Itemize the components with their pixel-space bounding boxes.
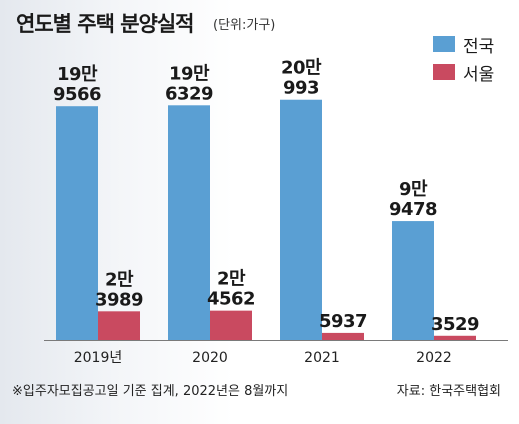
bar-national-1	[168, 105, 210, 340]
x-tick-label-2: 2021	[304, 350, 340, 366]
bar-seoul-3	[434, 335, 476, 340]
chart-title: 연도별 주택 분양실적	[16, 12, 195, 36]
bar-seoul-0	[98, 311, 140, 340]
legend-swatch-seoul	[433, 64, 455, 80]
legend: 전국 서울	[433, 30, 494, 86]
data-label-seoul-2-0: 5937	[319, 311, 367, 332]
bar-national-2	[280, 99, 322, 340]
x-tick-label-3: 2022	[416, 350, 452, 366]
data-label-national-1-1: 6329	[165, 83, 213, 104]
legend-item-national: 전국	[433, 30, 494, 58]
data-label-national-2-1: 993	[283, 78, 319, 99]
data-label-national-1-0: 19만	[169, 63, 210, 84]
unit-label: (단위:가구)	[213, 18, 276, 33]
x-tick-label-0: 2019년	[74, 350, 123, 366]
footnote: ※입주자모집공고일 기준 집계, 2022년은 8월까지	[12, 384, 289, 399]
bar-seoul-2	[322, 332, 364, 340]
data-label-national-3-0: 9만	[399, 179, 428, 200]
data-label-seoul-1-1: 4562	[207, 289, 255, 310]
x-tick-label-1: 2020	[192, 350, 228, 366]
data-label-national-0-1: 9566	[53, 84, 101, 105]
data-label-national-0-0: 19만	[57, 64, 98, 85]
data-label-national-3-1: 9478	[389, 199, 437, 220]
data-label-seoul-0-0: 2만	[105, 269, 134, 290]
bar-national-3	[392, 221, 434, 340]
data-label-seoul-3-0: 3529	[431, 314, 479, 335]
legend-swatch-national	[433, 36, 455, 52]
legend-item-seoul: 서울	[433, 58, 494, 86]
data-label-national-2-0: 20만	[281, 58, 322, 79]
bar-seoul-1	[210, 310, 252, 340]
legend-label-seoul: 서울	[463, 64, 495, 85]
bar-national-0	[56, 106, 98, 340]
data-label-seoul-0-1: 3989	[95, 289, 143, 310]
source-label: 자료: 한국주택협회	[396, 384, 501, 399]
data-label-seoul-1-0: 2만	[217, 269, 246, 290]
legend-label-national: 전국	[463, 36, 495, 57]
